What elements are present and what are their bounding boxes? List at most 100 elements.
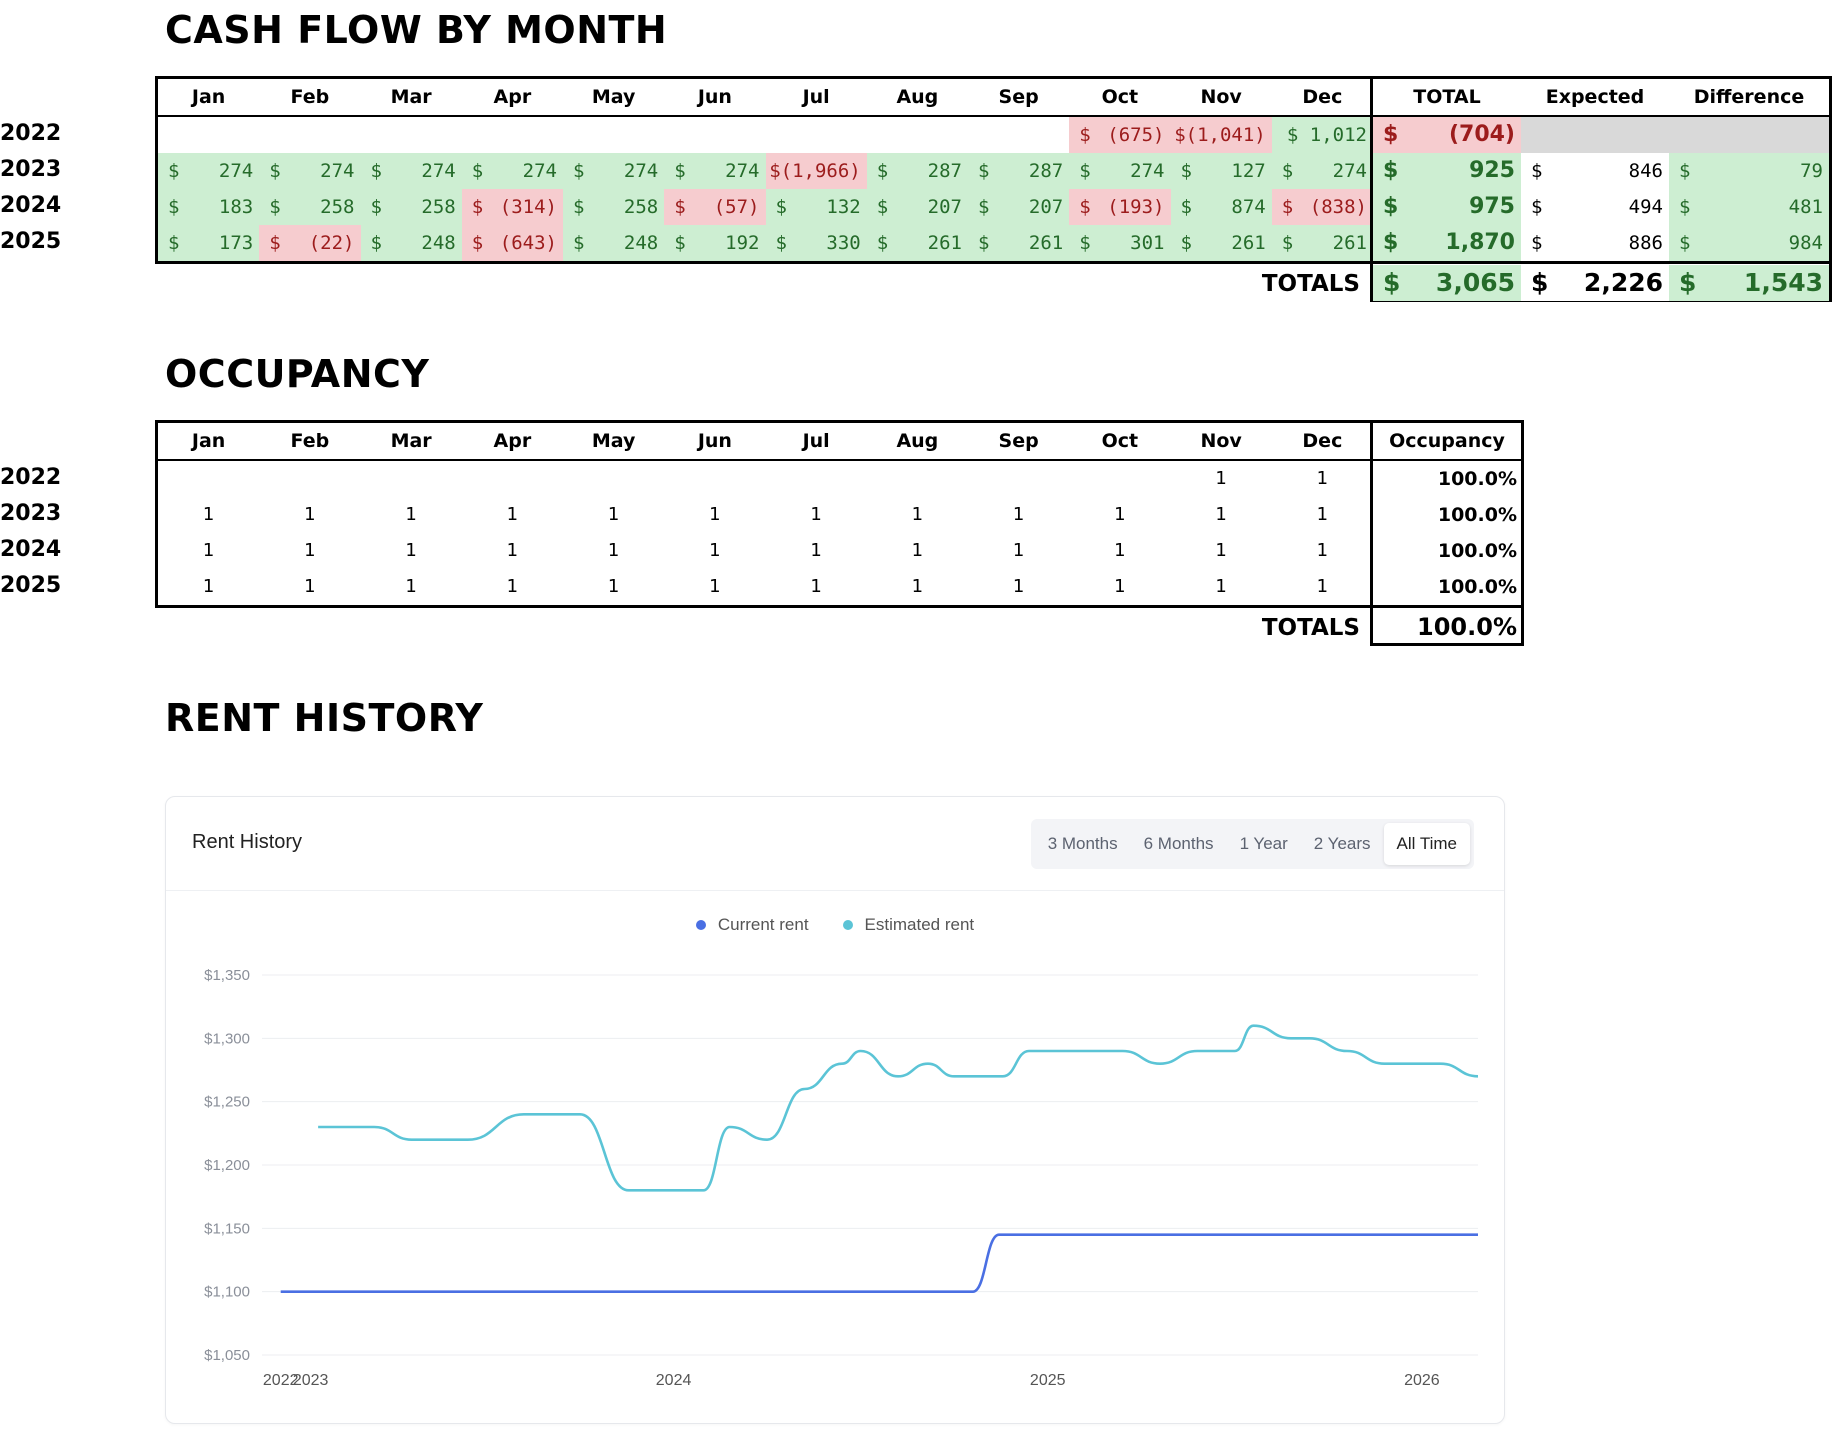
cashflow-cell-2023-may-amount: 274 — [623, 160, 659, 182]
legend-item-current[interactable]: Current rent — [695, 915, 809, 935]
cashflow-cell-2024-sep-symbol: $ — [978, 196, 990, 218]
cashflow-cell-2023-nov: $127 — [1170, 153, 1272, 189]
cashflow-cell-2025-aug: $261 — [866, 225, 968, 261]
occ-cell-2025-sep: 1 — [1012, 576, 1025, 597]
occ-cell-2024-sep: 1 — [1012, 540, 1025, 561]
occ-cell-2025-jul: 1 — [810, 576, 822, 597]
occ-pct-2022: 100.0% — [1437, 468, 1517, 490]
cashflow-cell-2025-apr: $ (643) — [461, 225, 563, 261]
cashflow-cell-2025-may: $248 — [563, 225, 665, 261]
grand-expected-cell-symbol: $ — [1531, 268, 1549, 297]
cashflow-cell-2025-aug-amount: 261 — [927, 232, 962, 254]
cashflow-cell-2025-apr-symbol: $ — [471, 232, 484, 254]
x-tick-label-2025: 2025 — [1030, 1372, 1066, 1389]
occ-cell-2022-oct — [1069, 461, 1170, 497]
year-label-2022: 2022 — [0, 121, 62, 146]
occ-cell-2022-jan — [158, 461, 259, 497]
occ-cell-2024-mar: 1 — [405, 540, 417, 561]
occupancy-summary-grid: Occupancy 100.0% 100.0% 100.0% 100.0% 100.0% — [1370, 420, 1524, 646]
cashflow-cell-2024-dec-symbol: $ — [1281, 196, 1294, 218]
expected-cell-2023-amount: 846 — [1628, 160, 1663, 182]
y-tick-label: $1,250 — [204, 1094, 250, 1111]
cashflow-cell-2022-nov: $(1,041) — [1170, 117, 1272, 153]
occ-cell-2022-aug — [867, 461, 968, 497]
cashflow-cell-2024-feb-symbol: $ — [269, 196, 281, 218]
cashflow-cell-2022-oct: $ (675) — [1069, 117, 1171, 153]
x-tick-label-2026: 2026 — [1404, 1372, 1440, 1389]
cashflow-cell-2024-mar-amount: 258 — [421, 196, 456, 218]
occ-pct-2024: 100.0% — [1437, 540, 1517, 562]
cashflow-cell-2024-dec-amount: (838) — [1309, 196, 1367, 218]
legend-item-estimated[interactable]: Estimated rent — [842, 915, 974, 935]
estimated-rent-dot-icon — [842, 920, 853, 930]
cashflow-cell-2024-sep-amount: 207 — [1028, 196, 1064, 218]
cashflow-cell-2022-sep — [968, 117, 1069, 153]
occ-cell-2025-feb: 1 — [304, 576, 316, 597]
range-button-1-year[interactable]: 1 Year — [1239, 834, 1288, 853]
cashflow-cell-2022-jul — [766, 117, 867, 153]
expected-cell-2024-amount: 494 — [1628, 196, 1663, 218]
cashflow-cell-2024-may-symbol: $ — [573, 196, 585, 218]
cashflow-cell-2022-oct-symbol: $ — [1079, 124, 1091, 146]
cashflow-cell-2024-may: $258 — [563, 189, 665, 225]
series-line-estimated-rent — [318, 1024, 1479, 1192]
cashflow-summary-grid: TOTAL Expected Difference $ (704) $925 $846 $79… — [1370, 76, 1832, 302]
difference-cell-2023-symbol: $ — [1679, 160, 1691, 182]
total-cell-2022: $ (704) — [1373, 117, 1521, 153]
cashflow-cell-2025-aug-symbol: $ — [876, 232, 889, 254]
range-button-6-months[interactable]: 6 Months — [1143, 834, 1214, 853]
grand-difference-cell-amount: 1,543 — [1743, 268, 1823, 297]
cashflow-cell-2025-feb-amount: (22) — [308, 232, 355, 254]
cashflow-cell-2023-apr: $274 — [461, 153, 563, 189]
difference-cell-2025-amount: 984 — [1788, 232, 1823, 254]
range-button-3-months[interactable]: 3 Months — [1047, 834, 1118, 853]
cashflow-cell-2022-mar — [361, 117, 462, 153]
cashflow-cell-2025-jun: $192 — [664, 225, 766, 261]
difference-cell-2024-symbol: $ — [1679, 196, 1691, 218]
occ-cell-2024-jun: 1 — [709, 540, 721, 561]
cashflow-cell-2022-apr — [462, 117, 563, 153]
cashflow-cell-2022-jan — [158, 117, 259, 153]
occ-month-header-feb: Feb — [290, 430, 330, 452]
occ-cell-2024-jan: 1 — [202, 540, 215, 561]
cashflow-cell-2022-nov-amount: $(1,041) — [1174, 124, 1266, 146]
occ-cell-2024-may: 1 — [607, 540, 620, 561]
cashflow-cell-2023-may-symbol: $ — [573, 160, 585, 182]
cashflow-cell-2025-oct-symbol: $ — [1079, 232, 1091, 254]
cashflow-cell-2023-jun-amount: 274 — [725, 160, 760, 182]
range-button-all-time[interactable]: All Time — [1383, 823, 1470, 865]
expected-cell-2024: $494 — [1521, 189, 1669, 225]
cashflow-cell-2024-aug: $207 — [866, 189, 968, 225]
cashflow-cell-2025-jun-amount: 192 — [725, 232, 760, 254]
cashflow-cell-2025-jul: $330 — [765, 225, 867, 261]
occ-cell-2022-sep — [968, 461, 1069, 497]
cashflow-cell-2022-feb — [259, 117, 360, 153]
occ-cell-2022-may — [563, 461, 664, 497]
cashflow-cell-2025-nov-amount: 261 — [1231, 232, 1266, 254]
cashflow-cell-2023-jun: $274 — [664, 153, 766, 189]
occ-cell-2023-sep: 1 — [1012, 504, 1025, 525]
summary-totals-rule — [1373, 261, 1829, 264]
cashflow-cell-2025-nov: $261 — [1170, 225, 1272, 261]
occ-year-label-2023: 2023 — [0, 501, 62, 526]
cashflow-cell-2024-oct-amount: (193) — [1107, 196, 1165, 218]
cashflow-cell-2025-jan-amount: 173 — [218, 232, 254, 254]
cashflow-cell-2024-jun: $ (57) — [664, 189, 766, 225]
cashflow-cell-2025-jan-symbol: $ — [168, 232, 180, 254]
occ-pct-2025: 100.0% — [1437, 576, 1517, 598]
occ-cell-2023-dec: 1 — [1316, 504, 1329, 525]
total-cell-2023-symbol: $ — [1383, 158, 1399, 183]
y-tick-label: $1,100 — [204, 1284, 250, 1301]
cashflow-cell-2023-jul-amount: $(1,966) — [769, 160, 861, 182]
cashflow-cell-2025-nov-symbol: $ — [1180, 232, 1192, 254]
month-header-feb: Feb — [290, 86, 330, 108]
occ-year-label-2022: 2022 — [0, 465, 62, 490]
y-tick-label: $1,050 — [204, 1347, 250, 1364]
range-button-2-years[interactable]: 2 Years — [1313, 834, 1371, 853]
year-label-2024: 2024 — [0, 193, 62, 218]
cashflow-cell-2025-dec-amount: 261 — [1332, 232, 1367, 254]
difference-cell-2024: $481 — [1669, 189, 1829, 225]
cashflow-cell-2023-aug: $287 — [866, 153, 968, 189]
total-cell-2022-symbol: $ — [1383, 122, 1399, 147]
rent-history-chart: $1,050 $1,100 $1,150 $1,200 $1,250 $1,300 $1,3… — [204, 967, 1479, 1389]
